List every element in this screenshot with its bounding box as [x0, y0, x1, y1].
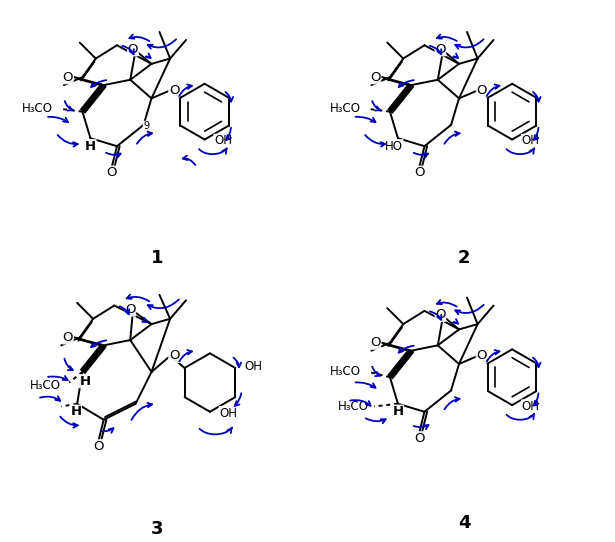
Text: O: O — [106, 166, 117, 179]
Text: O: O — [370, 70, 381, 83]
Text: O: O — [125, 303, 135, 316]
Text: HO: HO — [385, 140, 403, 153]
Text: 9: 9 — [143, 121, 149, 131]
Text: 3: 3 — [151, 520, 163, 538]
Text: O: O — [477, 84, 487, 97]
Text: H₃CO: H₃CO — [22, 102, 54, 115]
Text: 2: 2 — [458, 249, 470, 267]
Text: H: H — [79, 375, 90, 388]
Text: H₃CO: H₃CO — [330, 102, 361, 115]
Text: O: O — [93, 440, 104, 453]
Text: H: H — [392, 405, 403, 418]
Text: 1: 1 — [151, 249, 163, 267]
Text: H₃CO: H₃CO — [330, 365, 361, 378]
Text: O: O — [477, 350, 487, 363]
Text: O: O — [370, 336, 381, 349]
Text: O: O — [414, 432, 424, 445]
Text: O: O — [63, 70, 73, 83]
Text: OH: OH — [219, 406, 237, 420]
Text: O: O — [63, 331, 73, 344]
Text: H₃CO: H₃CO — [30, 379, 62, 392]
Text: 4: 4 — [458, 514, 470, 532]
Text: O: O — [128, 43, 138, 56]
Text: O: O — [169, 84, 180, 97]
Text: O: O — [169, 350, 180, 363]
Text: OH: OH — [245, 360, 263, 373]
Text: O: O — [435, 308, 446, 321]
Text: H: H — [70, 405, 81, 418]
Text: O: O — [435, 43, 446, 56]
Text: OH: OH — [214, 134, 232, 147]
Text: OH: OH — [522, 134, 539, 147]
Text: O: O — [414, 166, 424, 179]
Text: H₃CO: H₃CO — [338, 400, 369, 413]
Text: OH: OH — [522, 400, 539, 413]
Text: H: H — [85, 140, 96, 153]
